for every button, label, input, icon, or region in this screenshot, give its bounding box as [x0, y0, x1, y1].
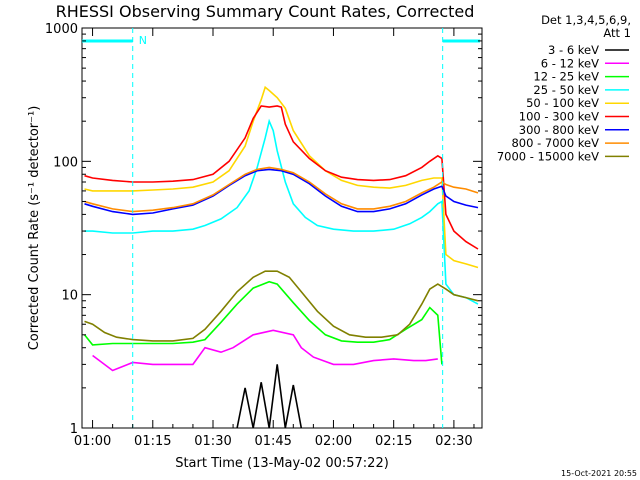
y-axis: 1 10 100 1000	[45, 22, 482, 437]
plot-area: N	[81, 27, 483, 429]
series-line-1	[92, 329, 438, 372]
x-axis: 01:00 01:15 01:30 01:45 02:00 02:15 02:30	[74, 28, 475, 449]
series-line-3	[84, 118, 479, 305]
series-line-6	[84, 168, 479, 216]
x-tick-label-2: 01:30	[194, 434, 231, 449]
legend-label-3: 25 - 50 keV	[533, 83, 599, 97]
y-tick-label-1: 10	[61, 289, 78, 304]
legend-label-1: 6 - 12 keV	[541, 56, 599, 70]
y-tick-label-0: 1	[70, 422, 78, 437]
x-tick-label-6: 02:30	[435, 434, 472, 449]
y-axis-label: Corrected Count Rate (s⁻¹ detector⁻¹)	[27, 106, 42, 351]
series-line-4	[84, 85, 479, 269]
legend-label-4: 50 - 100 keV	[526, 96, 599, 110]
legend-label-8: 7000 - 15000 keV	[497, 149, 599, 163]
legend-label-2: 12 - 25 keV	[533, 70, 599, 84]
legend-header-line-2: Att 1	[603, 26, 631, 40]
series-line-8	[84, 270, 479, 342]
chart-title: RHESSI Observing Summary Count Rates, Co…	[56, 2, 475, 21]
legend-header-line-1: Det 1,3,4,5,6,9,	[541, 13, 631, 27]
legend-label-7: 800 - 7000 keV	[511, 136, 599, 150]
footer-timestamp: 15-Oct-2021 20:55	[561, 469, 637, 478]
x-axis-label: Start Time (13-May-02 00:57:22)	[175, 456, 389, 471]
series-line-0	[236, 364, 303, 429]
flag-layer	[82, 28, 480, 428]
legend-label-5: 100 - 300 keV	[519, 110, 599, 124]
y-tick-label-3: 1000	[45, 22, 78, 37]
series-line-5	[84, 105, 479, 250]
x-tick-label-5: 02:15	[375, 434, 412, 449]
series-line-2	[83, 280, 443, 365]
y-tick-label-2: 100	[53, 155, 78, 170]
legend-label-0: 3 - 6 keV	[548, 43, 599, 57]
legend-label-6: 300 - 800 keV	[519, 123, 599, 137]
x-tick-label-1: 01:15	[134, 434, 171, 449]
x-tick-label-0: 01:00	[74, 434, 111, 449]
x-tick-label-4: 02:00	[315, 434, 352, 449]
annotation-n: N	[139, 34, 147, 47]
plot-frame	[81, 27, 483, 429]
series-line-7	[84, 166, 479, 213]
x-tick-label-3: 01:45	[254, 434, 291, 449]
series-layer	[83, 85, 479, 429]
